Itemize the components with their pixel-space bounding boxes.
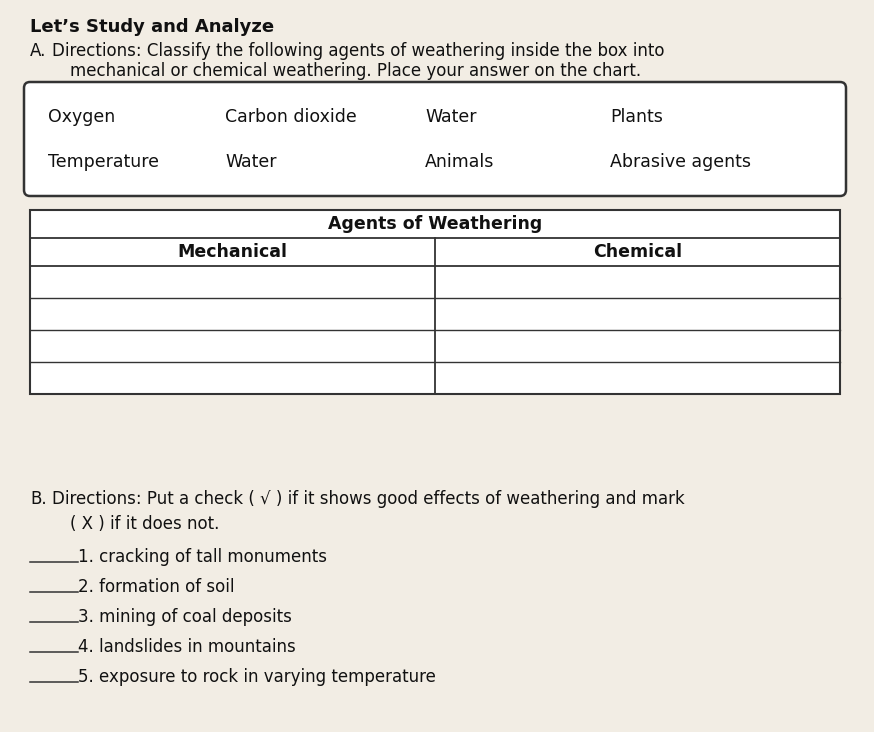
Text: Carbon dioxide: Carbon dioxide [225,108,357,126]
Text: 5. exposure to rock in varying temperature: 5. exposure to rock in varying temperatu… [78,668,436,686]
FancyBboxPatch shape [24,82,846,196]
Text: Water: Water [425,108,476,126]
Text: Abrasive agents: Abrasive agents [610,153,751,171]
Text: 3. mining of coal deposits: 3. mining of coal deposits [78,608,292,626]
Text: Agents of Weathering: Agents of Weathering [328,215,542,233]
Text: Directions: Classify the following agents of weathering inside the box into: Directions: Classify the following agent… [52,42,664,60]
Text: A.: A. [30,42,46,60]
Text: mechanical or chemical weathering. Place your answer on the chart.: mechanical or chemical weathering. Place… [70,62,642,80]
Text: 4. landslides in mountains: 4. landslides in mountains [78,638,295,656]
Text: Animals: Animals [425,153,495,171]
Text: Temperature: Temperature [48,153,159,171]
Text: Let’s Study and Analyze: Let’s Study and Analyze [30,18,274,36]
Text: Water: Water [225,153,276,171]
Text: ( X ) if it does not.: ( X ) if it does not. [70,515,219,533]
Text: 1. cracking of tall monuments: 1. cracking of tall monuments [78,548,327,566]
Text: Mechanical: Mechanical [177,243,288,261]
Text: Directions: Put a check ( √ ) if it shows good effects of weathering and mark: Directions: Put a check ( √ ) if it show… [52,490,684,508]
Text: Chemical: Chemical [593,243,682,261]
Text: 2. formation of soil: 2. formation of soil [78,578,234,596]
Text: B.: B. [30,490,46,508]
Text: Plants: Plants [610,108,662,126]
Text: Oxygen: Oxygen [48,108,115,126]
Bar [30,210,840,394]
